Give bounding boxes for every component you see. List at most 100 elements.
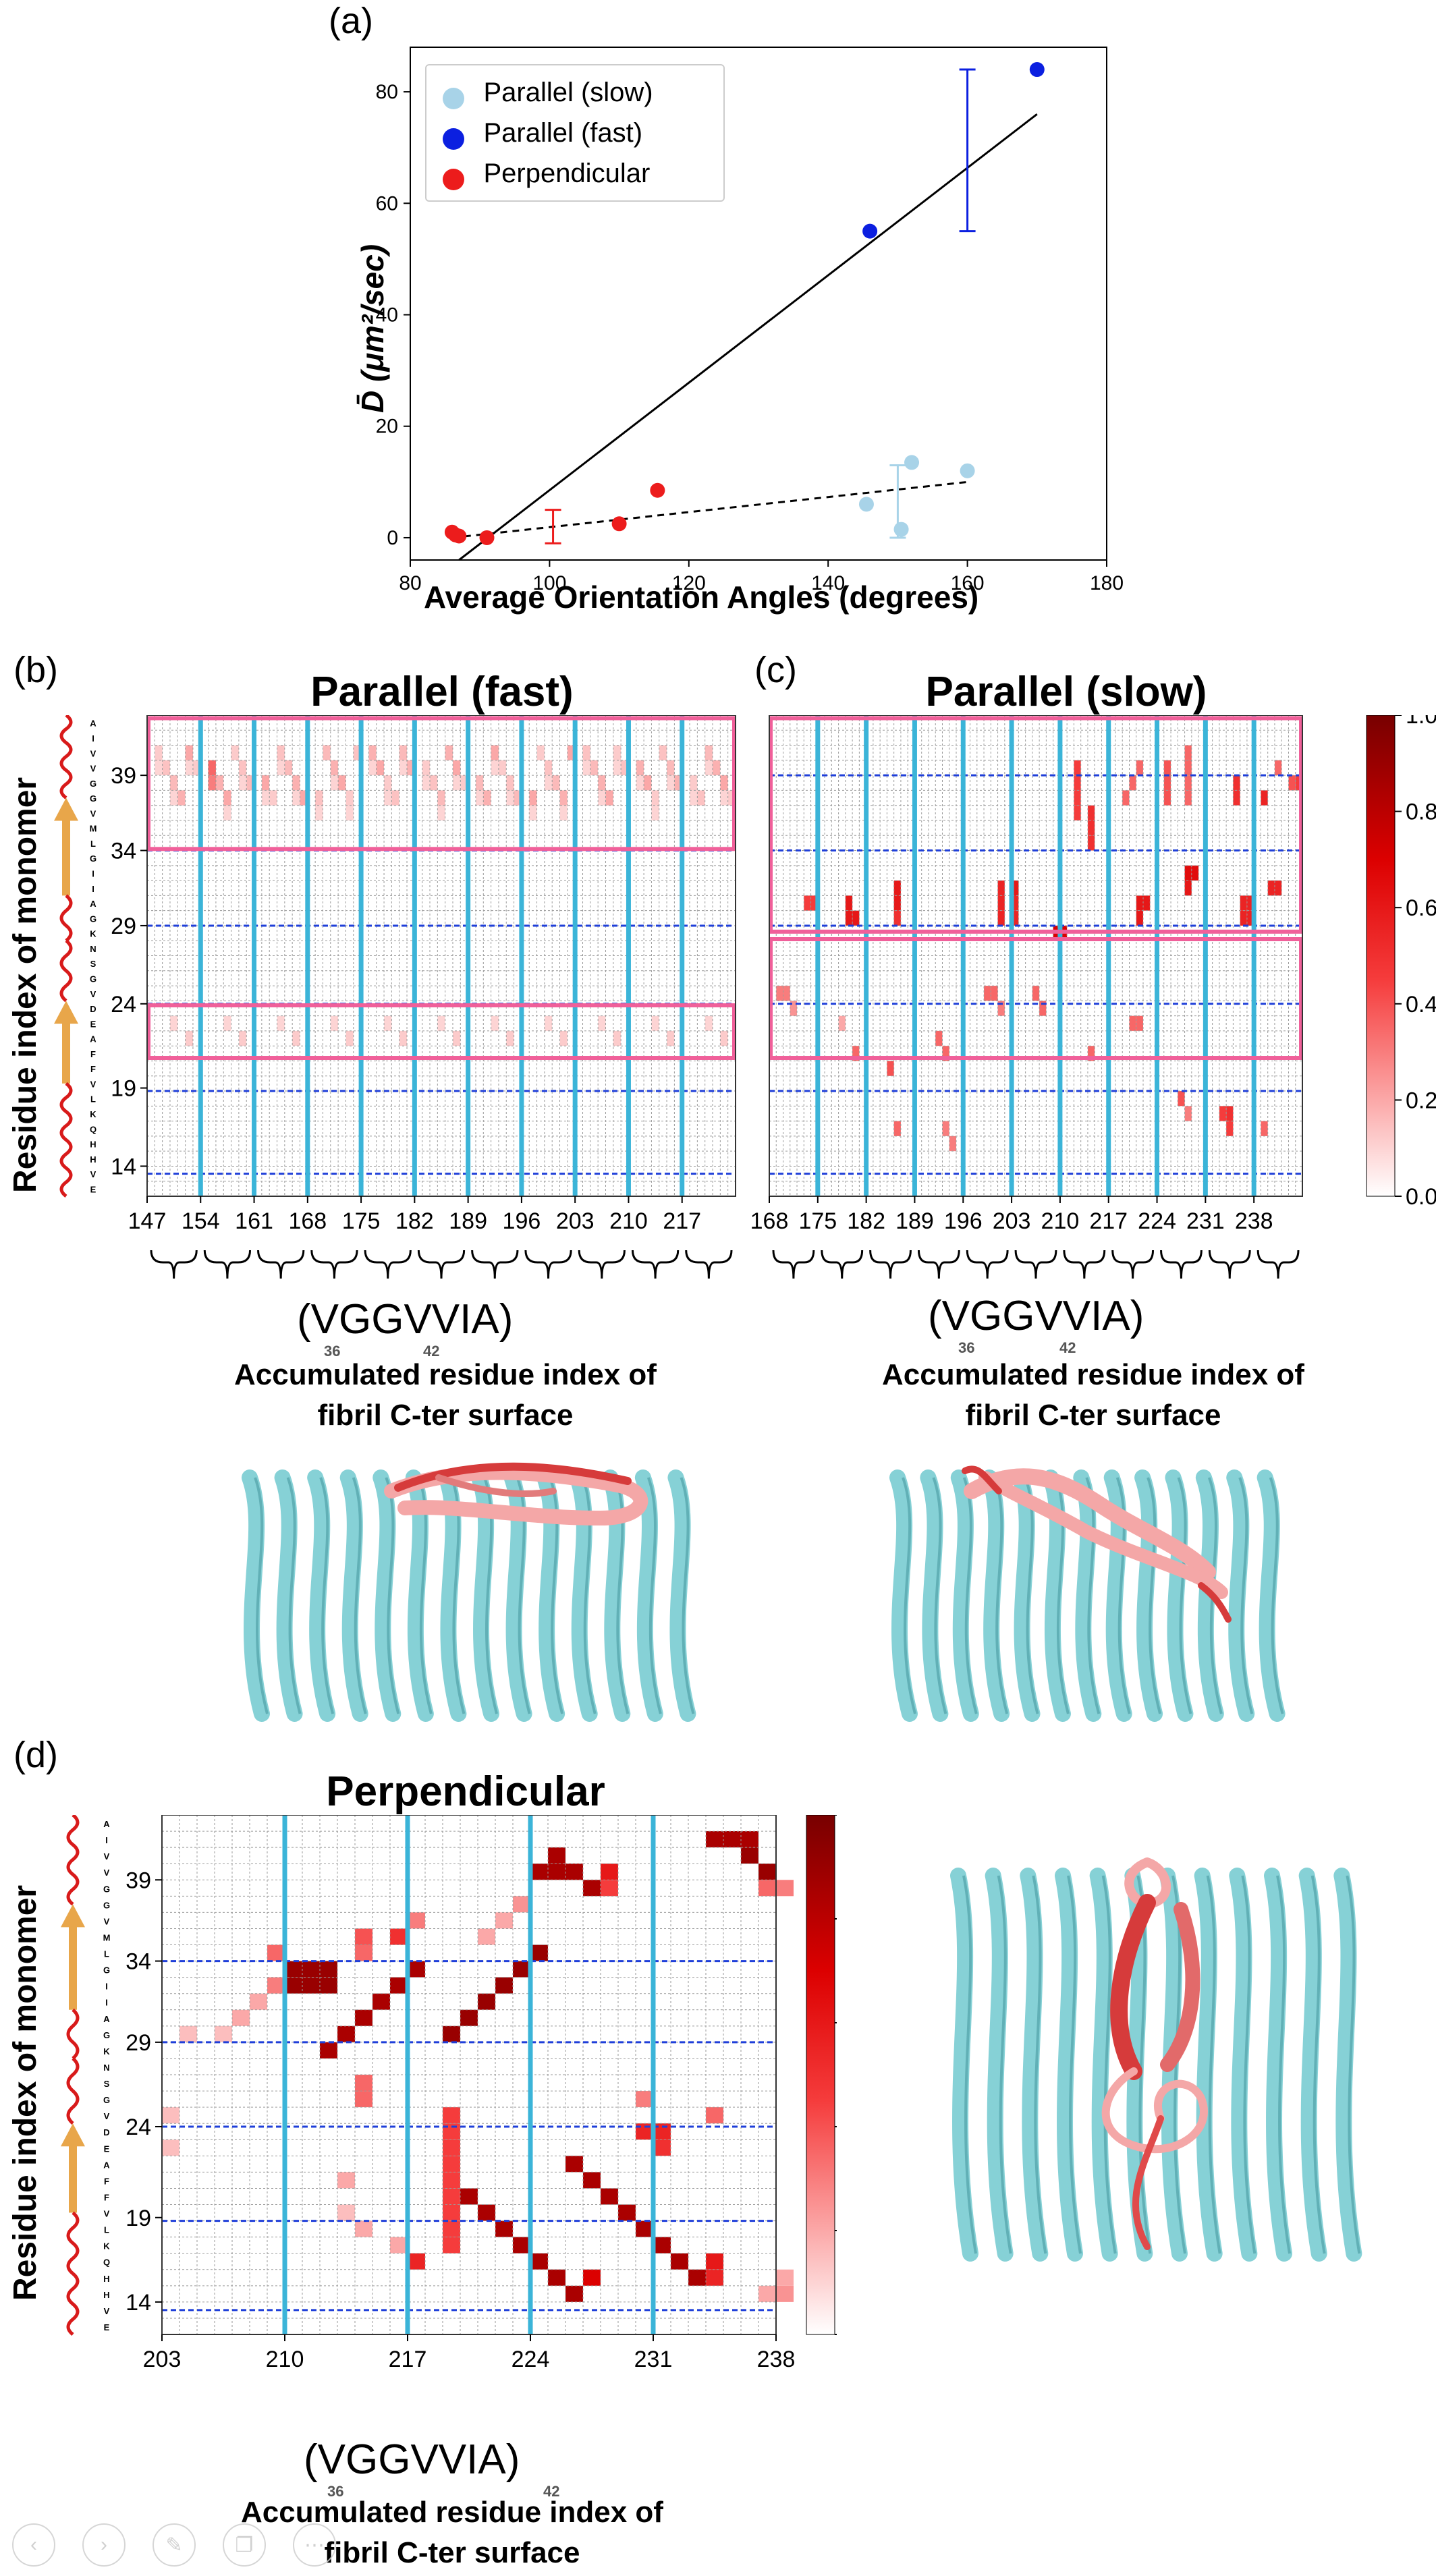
fibril-strand-edge: [1276, 1875, 1291, 2254]
x-tick-label: 182: [395, 1208, 434, 1234]
heatmap-cell: [601, 1864, 618, 1880]
heatmap-cell: [1163, 790, 1171, 806]
bound-peptide-ribbon: [435, 1474, 557, 1497]
fibril-strand: [1333, 1868, 1362, 2262]
heatmap-cell: [285, 1961, 302, 1978]
heatmap-cell: [1226, 1121, 1234, 1136]
next-icon[interactable]: ›: [82, 2523, 126, 2567]
x-tick-label: 210: [609, 1208, 648, 1234]
heatmap-cell: [355, 2009, 372, 2026]
heatmap-cell: [169, 775, 178, 791]
fibril-strand: [1103, 1469, 1132, 1722]
heatmap-cell: [688, 2269, 706, 2286]
heatmap-cell: [720, 790, 728, 806]
sequence-residue: K: [90, 1109, 96, 1119]
fibril-strand-edge: [581, 1477, 597, 1714]
colorbar-tick-label: 0.6: [1406, 895, 1436, 921]
caption-c-line2: fibril C-ter surface: [965, 1399, 1221, 1432]
heatmap-cell: [368, 745, 377, 760]
sequence-residue: G: [103, 2030, 110, 2040]
sequence-residue: I: [92, 733, 94, 744]
heatmap-cell: [443, 2025, 460, 2042]
heatmap-cell: [372, 1993, 390, 2010]
fibril-strand-edge: [286, 1477, 302, 1714]
sequence-residue: E: [104, 2322, 110, 2332]
heatmap-cell: [1295, 775, 1302, 791]
heatmap-cell: [1261, 790, 1268, 806]
motif-d: (VGGVVIA) 36 42: [128, 2436, 742, 2500]
heatmap-cell: [667, 760, 675, 776]
heatmap-cell: [544, 760, 553, 776]
heatmap-cell: [758, 1880, 776, 1897]
fibril-strand-edge: [902, 1477, 916, 1714]
sequence-residue: G: [103, 2095, 110, 2105]
heatmap-cell: [346, 790, 354, 806]
sequence-residue: V: [90, 989, 96, 999]
fibril-strand: [1256, 1469, 1286, 1722]
x-tick-label: 180: [1090, 572, 1124, 594]
helix-coil-glyph: [59, 894, 73, 943]
heatmap-cell: [565, 2285, 583, 2302]
heatmap-cell: [302, 1977, 320, 1994]
heatmap-cell: [355, 1928, 372, 1945]
heatmap-cell: [162, 2139, 180, 2156]
sequence-residue: G: [90, 974, 96, 984]
fibril-strand-edge: [1346, 1875, 1361, 2254]
heatmap-cell: [1087, 820, 1095, 836]
fibril-strand: [274, 1469, 303, 1722]
heatmap-cell: [408, 2253, 425, 2270]
heatmap-cell: [169, 790, 178, 806]
heatmap-cell: [277, 745, 285, 760]
heatmap-cell: [155, 760, 163, 776]
fibril-strand-edge: [1032, 1875, 1047, 2254]
colorbar-tick-label: 0.4: [1406, 992, 1436, 1017]
pen-icon[interactable]: ✎: [153, 2523, 196, 2567]
heatmap-cell: [583, 2172, 601, 2189]
fibril-strand-edge: [319, 1477, 335, 1714]
legend-label-perp: Perpendicular: [483, 159, 651, 188]
heatmap-cell: [529, 805, 537, 820]
copy-icon[interactable]: ❐: [223, 2523, 266, 2567]
sequence-residue: V: [90, 808, 96, 818]
sequence-residue: G: [103, 1900, 110, 1910]
heatmap-cell: [776, 986, 783, 1001]
x-tick-label: 224: [1138, 1208, 1176, 1234]
heatmap-cell: [706, 2269, 723, 2286]
sequence-residue: G: [103, 1965, 110, 1976]
y-tick-label: 24: [111, 992, 136, 1017]
fibril-strand-edge: [1055, 1477, 1070, 1714]
heatmap-cell: [223, 1015, 231, 1031]
heatmap-cell: [277, 1015, 285, 1031]
more-icon[interactable]: ⋯: [293, 2523, 336, 2567]
caption-d-line1: Accumulated residue index of: [241, 2496, 663, 2529]
scatter-legend: Parallel (slow) Parallel (fast) Perpendi…: [425, 64, 725, 202]
heatmap-cell: [384, 1015, 392, 1031]
residue-group-brace: [1160, 1250, 1203, 1279]
fibril-strand-edge: [1067, 1875, 1082, 2254]
fibril-strand: [339, 1469, 368, 1722]
heatmap-cell: [567, 745, 576, 760]
heatmap-cell: [390, 1928, 408, 1945]
heatmap-cell: [185, 745, 193, 760]
sequence-residue: F: [104, 2176, 109, 2186]
heatmap-cell: [582, 760, 590, 776]
sequence-residue: A: [90, 719, 96, 729]
sequence-residue: L: [90, 1094, 96, 1104]
heatmap-cell: [548, 1864, 565, 1880]
heatmap-cell: [1184, 760, 1192, 776]
prev-icon[interactable]: ‹: [12, 2523, 55, 2567]
heatmap-cell: [1129, 1015, 1136, 1031]
heatmap-cell: [1240, 895, 1247, 911]
heatmap-cell: [548, 2269, 565, 2286]
heatmap-cell: [636, 775, 644, 791]
y-tick-label: 60: [376, 192, 398, 215]
heatmap-cell: [1136, 895, 1144, 911]
heatmap-cell: [443, 2139, 460, 2156]
heatmap-cell: [246, 775, 254, 791]
x-tick-label: 203: [556, 1208, 595, 1234]
residue-group-brace: [631, 1250, 680, 1279]
heatmap-cell: [399, 1030, 408, 1046]
fibril-structure-image-b: [242, 1462, 696, 1722]
heatmap-cell: [223, 805, 231, 820]
heatmap-cell: [1122, 790, 1130, 806]
